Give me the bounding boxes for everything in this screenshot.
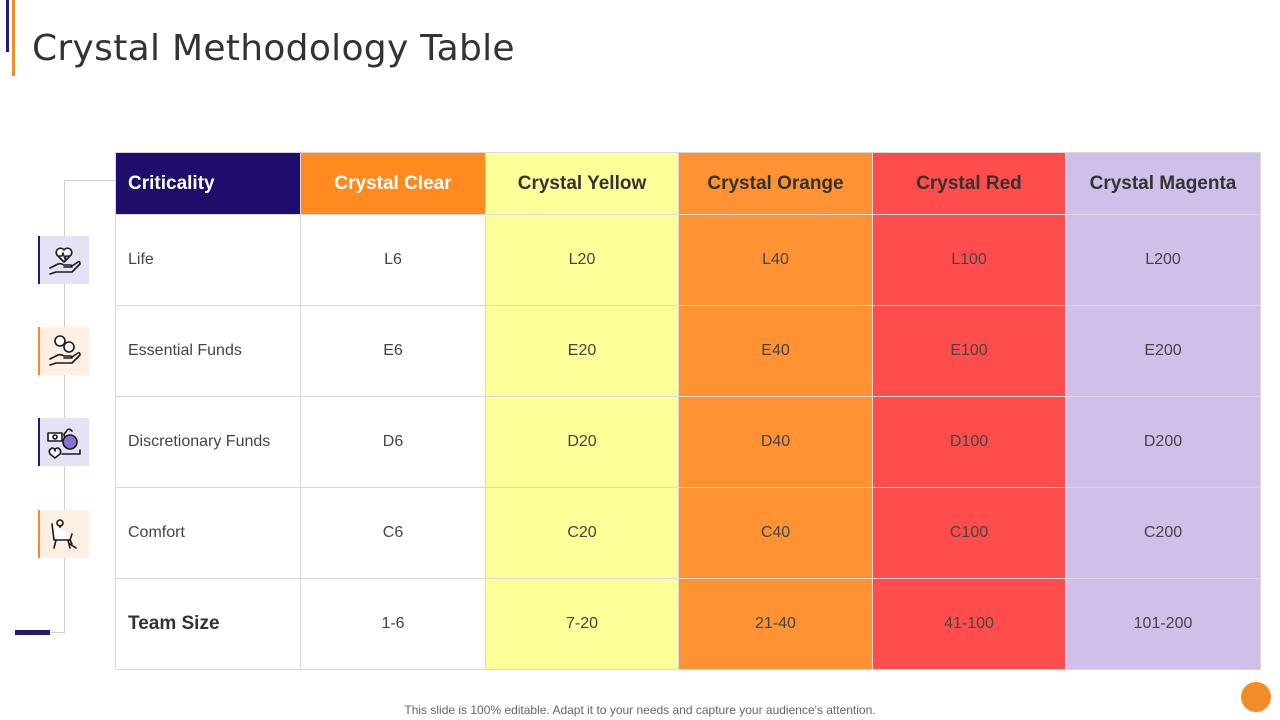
- row-label-comfort: Comfort: [115, 487, 301, 579]
- table-row: Life L6 L20 L40 L100 L200: [115, 214, 1261, 306]
- table-cell: E200: [1065, 305, 1261, 397]
- title-accent-bar-purple: [6, 0, 9, 52]
- table-cell: D6: [300, 396, 486, 488]
- header-criticality: Criticality: [115, 152, 301, 215]
- row-label-life: Life: [115, 214, 301, 306]
- heart-hand-icon: [48, 247, 81, 275]
- table-cell: 41-100: [872, 578, 1066, 670]
- discretionary-funds-icon-box: [38, 418, 89, 466]
- life-icon-box: [38, 236, 89, 284]
- table-row: Essential Funds E6 E20 E40 E100 E200: [115, 305, 1261, 397]
- header-crystal-clear: Crystal Clear: [300, 152, 486, 215]
- connector-line-vertical: [64, 180, 65, 633]
- table-row: Team Size 1-6 7-20 21-40 41-100 101-200: [115, 578, 1261, 670]
- table-cell: C6: [300, 487, 486, 579]
- table-cell: D100: [872, 396, 1066, 488]
- row-label-discretionary-funds: Discretionary Funds: [115, 396, 301, 488]
- table-cell: L100: [872, 214, 1066, 306]
- table-row: Comfort C6 C20 C40 C100 C200: [115, 487, 1261, 579]
- row-label-team-size: Team Size: [115, 578, 301, 670]
- comfort-chair-icon: [50, 519, 77, 549]
- row-label-essential-funds: Essential Funds: [115, 305, 301, 397]
- table-cell: C20: [485, 487, 679, 579]
- table-cell: E20: [485, 305, 679, 397]
- table-cell: L20: [485, 214, 679, 306]
- footer-note: This slide is 100% editable. Adapt it to…: [404, 703, 876, 717]
- header-crystal-orange: Crystal Orange: [678, 152, 873, 215]
- table-cell: E40: [678, 305, 873, 397]
- table-cell: 21-40: [678, 578, 873, 670]
- table-cell: E6: [300, 305, 486, 397]
- header-crystal-yellow: Crystal Yellow: [485, 152, 679, 215]
- table-cell: 7-20: [485, 578, 679, 670]
- table-cell: D40: [678, 396, 873, 488]
- table-cell: L6: [300, 214, 486, 306]
- connector-line-top: [64, 180, 116, 181]
- table-cell: 101-200: [1065, 578, 1261, 670]
- header-crystal-red: Crystal Red: [872, 152, 1066, 215]
- table-cell: L40: [678, 214, 873, 306]
- table-cell: D200: [1065, 396, 1261, 488]
- table-row: Discretionary Funds D6 D20 D40 D100 D200: [115, 396, 1261, 488]
- coins-hand-icon: [48, 335, 81, 366]
- table-cell: C200: [1065, 487, 1261, 579]
- money-purchase-icon: [46, 428, 81, 459]
- table-cell: C100: [872, 487, 1066, 579]
- table-cell: E100: [872, 305, 1066, 397]
- header-crystal-magenta: Crystal Magenta: [1065, 152, 1261, 215]
- comfort-icon-box: [38, 510, 89, 558]
- table-cell: L200: [1065, 214, 1261, 306]
- table-cell: 1-6: [300, 578, 486, 670]
- table-cell: C40: [678, 487, 873, 579]
- crystal-methodology-table: Criticality Crystal Clear Crystal Yellow…: [115, 152, 1261, 670]
- bottom-accent-bar: [15, 630, 50, 635]
- essential-funds-icon-box: [38, 327, 89, 375]
- slide-nav-dot[interactable]: [1241, 682, 1271, 712]
- page-title: Crystal Methodology Table: [32, 28, 515, 69]
- table-header-row: Criticality Crystal Clear Crystal Yellow…: [115, 152, 1261, 215]
- table-cell: D20: [485, 396, 679, 488]
- title-accent-bar-orange: [12, 0, 15, 76]
